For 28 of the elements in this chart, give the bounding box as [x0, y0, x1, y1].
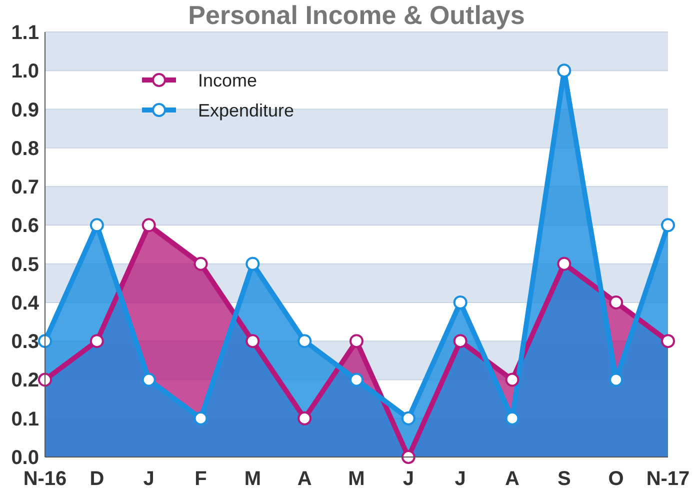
x-tick-label: N-17	[646, 468, 690, 490]
x-tick-label: M	[244, 468, 262, 490]
y-tick-label: 0.0	[11, 447, 39, 469]
legend-label: Income	[198, 70, 258, 90]
y-tick-label: 0.7	[11, 176, 39, 199]
y-tick-label: 0.2	[11, 370, 39, 392]
chart-title: Personal Income & Outlays	[188, 0, 525, 30]
x-tick-label: F	[194, 468, 207, 490]
x-tick-label: S	[557, 468, 571, 490]
y-tick-label: 0.4	[11, 292, 40, 314]
y-tick-label: 0.8	[11, 138, 39, 160]
y-tick-label: 0.6	[11, 215, 39, 238]
x-tick-label: J	[454, 468, 466, 490]
y-tick-label: 0.9	[11, 99, 39, 122]
y-tick-label: 1.0	[11, 60, 39, 83]
x-tick-label: D	[90, 468, 104, 490]
x-tick-label: N-16	[23, 468, 67, 490]
x-tick-label: J	[402, 468, 414, 490]
x-tick-label: M	[348, 468, 365, 490]
y-tick-label: 0.1	[11, 408, 39, 430]
y-tick-label: 1.1	[11, 22, 39, 44]
x-tick-label: O	[608, 468, 624, 490]
y-tick-label: 0.5	[11, 254, 39, 276]
y-tick-label: 0.3	[11, 331, 39, 354]
x-tick-label: A	[505, 468, 520, 490]
x-tick-label: J	[143, 468, 154, 490]
legend-label: Expenditure	[198, 100, 294, 120]
x-tick-label: A	[297, 468, 312, 490]
